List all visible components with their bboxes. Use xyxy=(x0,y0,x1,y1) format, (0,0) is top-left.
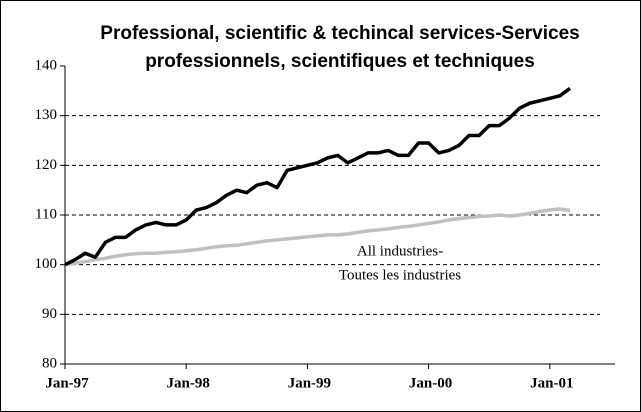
chart-title: professionnels, scientifiques et techniq… xyxy=(145,51,535,72)
y-tick-label: 140 xyxy=(35,57,58,73)
x-tick-label: Jan-97 xyxy=(45,375,89,391)
x-tick-label: Jan-00 xyxy=(409,375,452,391)
y-tick-label: 110 xyxy=(35,206,57,222)
y-tick-label: 90 xyxy=(42,306,57,322)
chart-title: Professional, scientific & techincal ser… xyxy=(100,23,579,44)
y-tick-label: 120 xyxy=(35,157,58,173)
y-tick-label: 80 xyxy=(42,355,57,371)
y-tick-label: 100 xyxy=(35,256,58,272)
line xyxy=(64,86,572,267)
line xyxy=(64,207,571,267)
x-tick-label: Jan-98 xyxy=(167,375,210,391)
y-tick-label: 130 xyxy=(35,107,58,123)
x-tick-label: Jan-99 xyxy=(288,375,331,391)
annotation: All industries- xyxy=(357,243,443,259)
x-tick-label: Jan-01 xyxy=(530,375,573,391)
annotation: Toutes les industries xyxy=(339,267,461,283)
